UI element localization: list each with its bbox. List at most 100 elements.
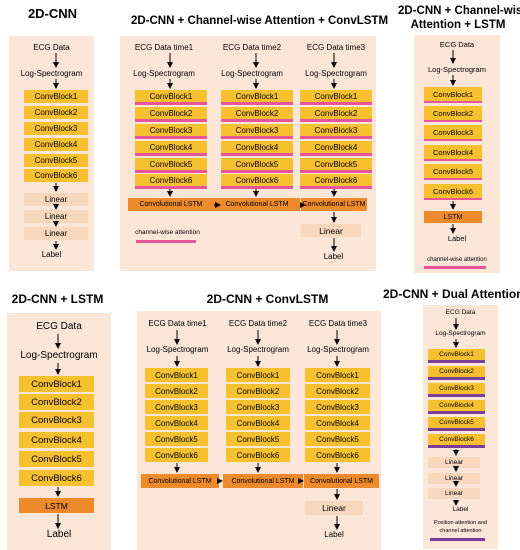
conv-block-5: ConvBlock5 (19, 451, 94, 467)
conv-block-5: ConvBlock5 (135, 158, 207, 170)
conv-block-3: ConvBlock3 (221, 124, 293, 136)
conv-block-2: ConvBlock2 (24, 106, 88, 119)
channel-attention-bar (424, 120, 482, 122)
legend-dual-attention-swatch (430, 538, 485, 541)
channel-attention-bar (135, 170, 207, 173)
conv-block-4: ConvBlock4 (135, 141, 207, 153)
conv-block-4: ConvBlock4 (221, 141, 293, 153)
conv-block-4: ConvBlock4 (24, 138, 88, 151)
ecg-data-label: ECG Data (439, 40, 475, 49)
conv-block-4: ConvBlock4 (428, 400, 485, 411)
conv-block-1: ConvBlock1 (424, 87, 482, 101)
ecg-data-label: ECG Data (445, 309, 476, 316)
label-output: Label (447, 234, 467, 243)
log-spectrogram-label: Log-Spectrogram (146, 345, 209, 354)
conv-block-6: ConvBlock6 (19, 470, 94, 486)
linear-layer: Linear (428, 488, 480, 499)
log-spectrogram-label: Log-Spectrogram (20, 69, 83, 78)
linear-layer: Linear (24, 193, 88, 206)
dual-attention-bar (428, 445, 485, 448)
legend-dual-attention-label-line2: channel attention (439, 528, 482, 534)
conv-block-3: ConvBlock3 (300, 124, 372, 136)
linear-layer: Linear (428, 473, 480, 484)
channel-attention-bar (300, 186, 372, 189)
conv-block-2: ConvBlock2 (424, 106, 482, 120)
lstm-layer: LSTM (424, 211, 482, 223)
convolutional-lstm: Convolutional LSTM (304, 474, 379, 488)
legend-dual-attention-label-line1: Position attention and (434, 520, 487, 526)
dual-attention-bar (428, 360, 485, 363)
conv-block-1: ConvBlock1 (19, 376, 94, 392)
log-spectrogram-label: Log-Spectrogram (428, 65, 486, 74)
channel-attention-bar (300, 170, 372, 173)
log-spectrogram-label: Log-Spectrogram (221, 69, 283, 78)
conv-block-6: ConvBlock6 (24, 169, 88, 182)
label-output: Label (452, 506, 469, 513)
conv-block-5: ConvBlock5 (145, 432, 208, 446)
conv-block-4: ConvBlock4 (19, 432, 94, 448)
ecg-data-time3-label: ECG Data time3 (308, 319, 368, 328)
convolutional-lstm: Convolutional LSTM (128, 198, 214, 211)
conv-block-4: ConvBlock4 (305, 416, 370, 430)
conv-block-5: ConvBlock5 (226, 432, 290, 446)
channel-attention-bar (424, 139, 482, 141)
conv-block-4: ConvBlock4 (424, 145, 482, 159)
conv-block-6: ConvBlock6 (305, 448, 370, 462)
conv-block-3: ConvBlock3 (226, 400, 290, 414)
channel-attention-bar (300, 153, 372, 156)
convolutional-lstm: Convolutional LSTM (223, 474, 303, 488)
channel-attention-bar (300, 119, 372, 122)
conv-block-4: ConvBlock4 (226, 416, 290, 430)
legend-channel-attention-label: channel-wise attention (427, 257, 487, 263)
conv-block-2: ConvBlock2 (135, 107, 207, 119)
ecg-data-time2-label: ECG Data time2 (222, 43, 282, 52)
title-cwa-convlstm: 2D-CNN + Channel-wise Attention + ConvLS… (130, 15, 389, 27)
log-spectrogram-label: Log-Spectrogram (305, 69, 367, 78)
conv-block-5: ConvBlock5 (24, 154, 88, 167)
ecg-data-time1-label: ECG Data time1 (134, 43, 194, 52)
conv-block-2: ConvBlock2 (226, 384, 290, 398)
label-output: Label (41, 250, 62, 259)
linear-layer: Linear (24, 210, 88, 223)
conv-block-6: ConvBlock6 (428, 434, 485, 445)
conv-block-1: ConvBlock1 (24, 90, 88, 103)
conv-block-6: ConvBlock6 (300, 174, 372, 186)
channel-attention-bar (221, 119, 293, 122)
legend-channel-attention-label: channel-wise attention (135, 229, 200, 236)
channel-attention-bar (221, 186, 293, 189)
log-spectrogram-label: Log-Spectrogram (435, 330, 486, 337)
channel-attention-bar (221, 102, 293, 105)
dual-attention-bar (428, 377, 485, 380)
conv-block-5: ConvBlock5 (305, 432, 370, 446)
channel-attention-bar (221, 136, 293, 139)
conv-block-6: ConvBlock6 (221, 174, 293, 186)
ecg-data-time3-label: ECG Data time3 (306, 43, 366, 52)
convolutional-lstm: Convolutional LSTM (141, 474, 219, 488)
conv-block-6: ConvBlock6 (424, 184, 482, 198)
convolutional-lstm: Convolutional LSTM (301, 198, 367, 211)
channel-attention-bar (424, 178, 482, 180)
dual-attention-bar (428, 428, 485, 431)
conv-block-2: ConvBlock2 (305, 384, 370, 398)
conv-block-5: ConvBlock5 (221, 158, 293, 170)
conv-block-2: ConvBlock2 (300, 107, 372, 119)
linear-layer: Linear (24, 227, 88, 240)
conv-block-1: ConvBlock1 (300, 90, 372, 102)
conv-block-4: ConvBlock4 (145, 416, 208, 430)
channel-attention-bar (221, 170, 293, 173)
conv-block-1: ConvBlock1 (305, 368, 370, 382)
linear-layer: Linear (301, 224, 361, 237)
channel-attention-bar (300, 102, 372, 105)
title-cwa-lstm-line1: 2D-CNN + Channel-wise (398, 5, 520, 17)
ecg-data-label: ECG Data (36, 321, 82, 332)
log-spectrogram-label: Log-Spectrogram (133, 69, 195, 78)
conv-block-5: ConvBlock5 (424, 164, 482, 178)
ecg-data-time2-label: ECG Data time2 (228, 319, 288, 328)
conv-block-3: ConvBlock3 (19, 412, 94, 428)
title-cnn-convlstm: 2D-CNN + ConvLSTM (206, 292, 329, 306)
conv-block-3: ConvBlock3 (428, 383, 485, 394)
conv-block-3: ConvBlock3 (24, 122, 88, 135)
linear-layer: Linear (305, 501, 363, 515)
linear-layer: Linear (428, 457, 480, 468)
